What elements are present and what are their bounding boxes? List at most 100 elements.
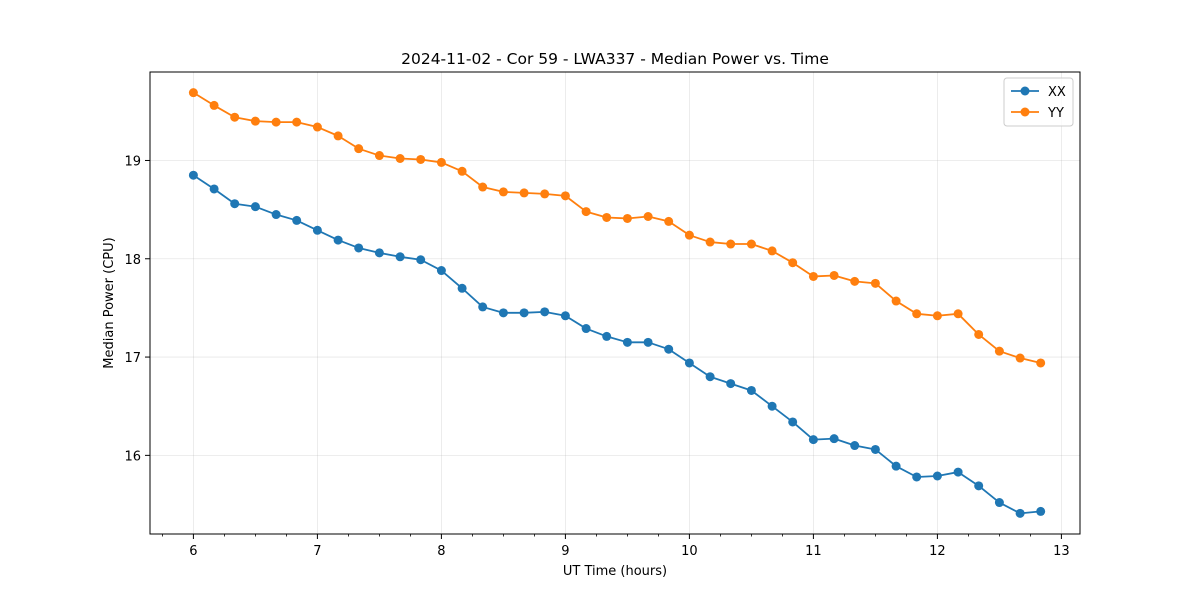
data-point-yy xyxy=(498,187,508,197)
data-point-yy xyxy=(292,117,302,127)
data-point-yy xyxy=(994,346,1004,356)
data-point-yy xyxy=(436,157,446,167)
data-point-yy xyxy=(891,296,901,306)
data-point-xx xyxy=(788,417,798,427)
data-point-yy xyxy=(209,100,219,110)
data-point-yy xyxy=(250,116,260,126)
data-point-yy xyxy=(333,131,343,141)
data-point-yy xyxy=(726,239,736,249)
series-points xyxy=(188,88,1046,518)
data-point-yy xyxy=(1015,353,1025,363)
data-point-xx xyxy=(436,266,446,276)
data-point-xx xyxy=(829,434,839,444)
data-point-yy xyxy=(354,144,364,154)
data-point-yy xyxy=(1036,358,1046,368)
data-point-xx xyxy=(664,344,674,354)
x-tick-label: 8 xyxy=(437,544,445,559)
legend-label-xx: XX xyxy=(1048,85,1066,100)
data-point-yy xyxy=(953,309,963,319)
data-point-xx xyxy=(540,307,550,317)
data-point-xx xyxy=(746,385,756,395)
data-point-xx xyxy=(602,331,612,341)
data-point-yy xyxy=(230,112,240,122)
data-point-xx xyxy=(974,481,984,491)
y-axis-ticks: 16 17 18 19 xyxy=(124,154,150,464)
data-point-xx xyxy=(374,248,384,258)
data-point-xx xyxy=(912,472,922,482)
legend-marker-xx xyxy=(1020,86,1030,96)
data-point-xx xyxy=(1015,508,1025,518)
x-tick-label: 12 xyxy=(929,544,946,559)
data-point-xx xyxy=(209,184,219,194)
plot-background xyxy=(150,72,1080,534)
y-tick-label: 18 xyxy=(124,253,141,268)
data-point-xx xyxy=(519,308,529,318)
data-point-yy xyxy=(932,311,942,321)
data-point-yy xyxy=(808,271,818,281)
data-point-xx xyxy=(312,225,322,235)
data-point-xx xyxy=(850,441,860,451)
grid xyxy=(150,72,1080,534)
data-point-xx xyxy=(643,337,653,347)
data-point-yy xyxy=(602,212,612,222)
data-point-yy xyxy=(788,258,798,268)
data-point-xx xyxy=(994,498,1004,508)
data-point-xx xyxy=(891,461,901,471)
data-point-yy xyxy=(312,122,322,132)
data-point-xx xyxy=(271,210,281,220)
data-point-yy xyxy=(395,154,405,163)
data-point-xx xyxy=(581,324,591,334)
data-point-yy xyxy=(271,117,281,127)
data-point-xx xyxy=(333,235,343,245)
x-tick-label: 13 xyxy=(1053,544,1070,559)
data-point-yy xyxy=(581,207,591,217)
data-point-xx xyxy=(808,435,818,445)
data-point-yy xyxy=(457,166,467,176)
data-point-yy xyxy=(519,188,529,198)
data-point-yy xyxy=(622,213,632,223)
data-point-xx xyxy=(684,358,694,368)
data-point-yy xyxy=(684,230,694,240)
x-tick-label: 6 xyxy=(189,544,197,559)
data-point-xx xyxy=(953,467,963,477)
y-tick-label: 16 xyxy=(124,449,141,464)
data-point-yy xyxy=(912,309,922,319)
data-point-yy xyxy=(416,154,426,164)
data-point-yy xyxy=(374,151,384,161)
plot-frame xyxy=(149,71,1081,535)
data-point-xx xyxy=(457,283,467,293)
data-point-xx xyxy=(230,199,240,209)
legend-marker-yy xyxy=(1020,107,1030,117)
x-axis-label: UT Time (hours) xyxy=(563,564,667,579)
legend-label-yy: YY xyxy=(1047,106,1064,121)
legend: XX YY xyxy=(1003,77,1074,127)
data-point-xx xyxy=(1036,506,1046,516)
data-point-xx xyxy=(870,444,880,454)
data-point-xx xyxy=(354,243,364,253)
y-tick-label: 19 xyxy=(124,154,141,169)
data-point-xx xyxy=(188,170,198,180)
chart-title: 2024-11-02 - Cor 59 - LWA337 - Median Po… xyxy=(401,50,829,68)
data-point-xx xyxy=(767,401,777,411)
x-tick-label: 7 xyxy=(313,544,321,559)
data-point-yy xyxy=(705,237,715,247)
data-point-yy xyxy=(850,276,860,286)
data-point-xx xyxy=(478,302,488,312)
data-point-xx xyxy=(622,337,632,347)
data-point-xx xyxy=(560,311,570,321)
x-tick-label: 11 xyxy=(805,544,822,559)
data-point-yy xyxy=(829,270,839,280)
x-tick-label: 10 xyxy=(681,544,698,559)
data-point-yy xyxy=(478,182,488,192)
data-point-xx xyxy=(250,202,260,212)
data-point-yy xyxy=(188,88,198,98)
data-point-yy xyxy=(643,212,653,221)
x-axis-ticks: 6 7 8 9 10 11 12 13 xyxy=(161,534,1070,559)
data-point-yy xyxy=(974,329,984,339)
data-point-yy xyxy=(767,246,777,256)
data-point-xx xyxy=(726,379,736,389)
data-point-yy xyxy=(664,216,674,226)
data-point-xx xyxy=(416,255,426,265)
data-point-xx xyxy=(932,471,942,481)
